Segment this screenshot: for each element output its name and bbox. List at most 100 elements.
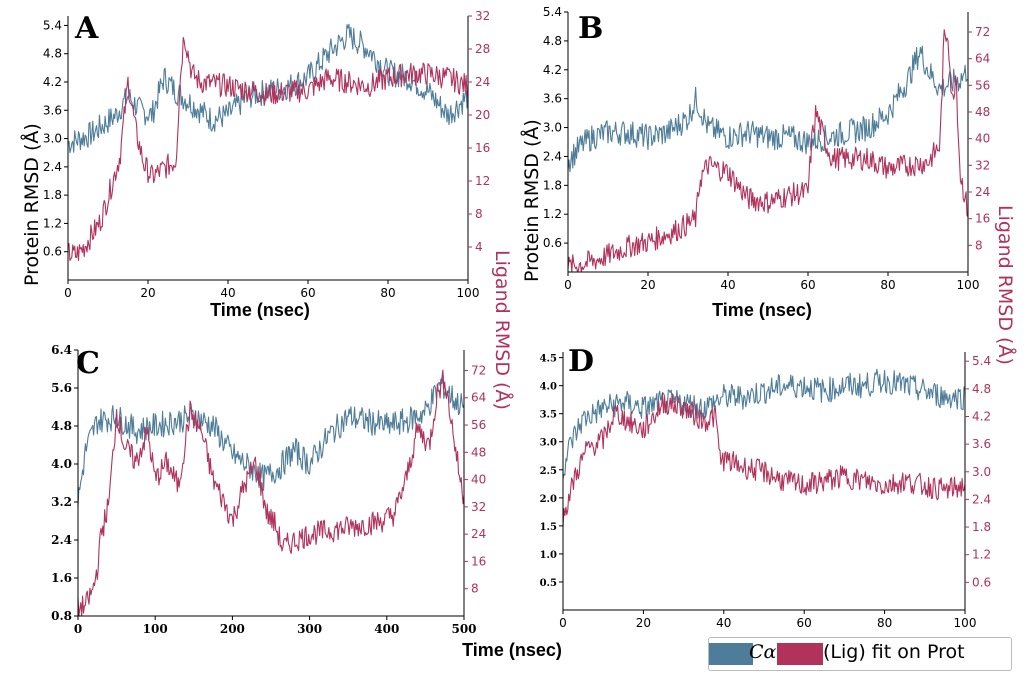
panel-c-y-right-tick-label: 72 [471, 363, 486, 377]
panel-a-y-left-tick-label: 0.6 [43, 245, 62, 259]
panel-d-y-left-tick-label: 3.5 [540, 410, 557, 421]
panel-d: D 0 20 40 60 80 100 0.5 1.0 1.5 2.0 2.5 3.0 3.5 4.0 4.… [540, 344, 992, 630]
panel-c-y-left-tick-label: 4.0 [51, 457, 72, 471]
panel-c-x-tick-label: 0 [74, 622, 82, 636]
panel-b: B 0 20 40 60 80 100 0.6 1.2 1.8 2.4 3.0 3.6 4.2 4.8 5.… [543, 5, 990, 292]
panel-c-y-left-tick-label: 0.8 [51, 609, 72, 623]
panel-a-y-right-tick-label: 24 [475, 75, 490, 89]
panel-b-x-tick-label: 0 [564, 278, 572, 292]
panel-d-x-tick-label: 0 [559, 616, 567, 630]
panel-a-y-left-tick-label: 2.4 [43, 160, 62, 174]
panel-a-y-right-tick-label: 8 [475, 207, 483, 221]
ligand-rmsd-title-middle: Ligand RMSD (Å) [491, 250, 514, 410]
panel-d-y-right-tick-label: 1.2 [972, 548, 991, 562]
panel-a-x-tick-label: 60 [300, 286, 315, 300]
panel-b-y-left-tick-label: 4.2 [543, 63, 562, 77]
panel-b-y-left-tick-label: 1.2 [543, 207, 562, 221]
panel-c: C 0 100 200 300 400 500 0.8 1.6 2.4 3.2 4.0 4.8 5.6 6… [51, 343, 486, 636]
panel-a-x-tick-label: 20 [140, 286, 155, 300]
panel-c-y-right-tick-label: 32 [471, 500, 486, 514]
panel-a-y-right-tick-label: 12 [475, 174, 490, 188]
panel-d-y-right-tick-label: 4.8 [972, 382, 991, 396]
panel-a-x-tick-label: 80 [380, 286, 395, 300]
panel-a-y-left-tick-label: 1.2 [43, 216, 62, 230]
panel-a-y-right-tick-label: 28 [475, 42, 490, 56]
panel-c-y-right-tick-label: 24 [471, 527, 486, 541]
panel-b-y-left-tick-label: 2.4 [543, 149, 562, 163]
panel-a-y-left-tick-label: 3.0 [43, 132, 62, 146]
panel-b-y-right-tick-label: 32 [975, 158, 990, 172]
panel-b-y-left-tick-label: 4.8 [543, 34, 562, 48]
panel-c-xlabel: Time (nsec) [462, 640, 562, 660]
panel-d-x-tick-label: 100 [954, 616, 977, 630]
panel-a-ligand-rmsd-line [67, 36, 469, 262]
panel-d-y-right-tick-label: 4.2 [972, 410, 991, 424]
panel-a-y-right-tick-label: 20 [475, 108, 490, 122]
panel-a-y-left-tick-label: 4.8 [43, 47, 62, 61]
panel-a-x-tick-label: 100 [457, 286, 480, 300]
panel-c-y-left-tick-label: 2.4 [51, 533, 72, 547]
legend-label-protein: Cα [749, 641, 777, 663]
panel-d-y-right-tick-label: 2.4 [972, 492, 991, 506]
panel-c-y-left-tick-label: 3.2 [51, 495, 72, 509]
panel-b-x-tick-label: 80 [880, 278, 895, 292]
panel-b-y-left-tick-label: 3.6 [543, 92, 562, 106]
panel-c-y-left-tick-label: 5.6 [51, 381, 72, 395]
panel-b-ligand-rmsd-line [567, 29, 969, 273]
panel-d-x-tick-label: 60 [797, 616, 812, 630]
legend: Cα (Lig) fit on Prot [708, 637, 1012, 671]
panel-b-protein-rmsd-line [567, 45, 969, 173]
panel-c-y-left-tick-label: 1.6 [51, 571, 72, 585]
panel-b-y-right-tick-label: 8 [975, 238, 983, 252]
panel-a-letter: A [74, 11, 99, 46]
panel-c-x-tick-label: 500 [451, 622, 476, 636]
panel-c-x-tick-label: 200 [220, 622, 245, 636]
panel-b-x-tick-label: 100 [957, 278, 980, 292]
panel-d-ligand-rmsd-line [562, 393, 966, 527]
panel-b-x-tick-label: 20 [640, 278, 655, 292]
panel-a-x-tick-label: 40 [220, 286, 235, 300]
panel-c-y-right-tick-label: 64 [471, 391, 486, 405]
panel-a-y-right-tick-label: 16 [475, 141, 490, 155]
panel-d-x-tick-label: 20 [636, 616, 651, 630]
ligand-rmsd-title-right: Ligand RMSD (Å) [994, 205, 1017, 365]
panel-b-y-right-tick-label: 24 [975, 185, 990, 199]
panel-c-x-tick-label: 300 [297, 622, 322, 636]
panel-c-letter: C [76, 346, 100, 381]
panel-b-y-left-tick-label: 5.4 [543, 5, 562, 19]
panel-d-y-right-tick-label: 0.6 [972, 575, 991, 589]
panel-c-x-tick-label: 100 [143, 622, 168, 636]
panel-c-y-left-tick-label: 6.4 [51, 343, 72, 357]
panel-c-y-right-tick-label: 40 [471, 473, 486, 487]
panel-b-y-right-tick-label: 64 [975, 52, 990, 66]
panel-d-y-left-tick-label: 1.5 [540, 522, 557, 533]
panel-a-xlabel: Time (nsec) [210, 300, 310, 320]
panel-d-y-left-tick-label: 1.0 [540, 550, 557, 561]
panel-d-y-left-tick-label: 4.0 [540, 382, 557, 393]
panel-d-y-left-tick-label: 2.5 [540, 466, 557, 477]
panel-c-y-left-tick-label: 4.8 [51, 419, 72, 433]
panel-c-y-right-tick-label: 56 [471, 418, 486, 432]
panel-a-x-tick-label: 0 [64, 286, 72, 300]
panel-b-y-left-tick-label: 1.8 [543, 178, 562, 192]
panel-a-y-left-tick-label: 3.6 [43, 103, 62, 117]
panel-d-y-right-tick-label: 1.8 [972, 520, 991, 534]
protein-rmsd-title-left: Protein RMSD (Å) [20, 123, 43, 286]
panel-d-x-tick-label: 80 [877, 616, 892, 630]
panel-a-y-left-tick-label: 1.8 [43, 188, 62, 202]
panel-d-y-left-tick-label: 0.5 [540, 578, 557, 589]
panel-b-xlabel: Time (nsec) [712, 300, 812, 320]
panel-b-y-right-tick-label: 72 [975, 25, 990, 39]
panel-b-letter: B [578, 11, 603, 46]
panel-b-x-tick-label: 60 [800, 278, 815, 292]
panel-d-letter: D [568, 344, 594, 379]
panel-c-y-right-tick-label: 8 [471, 582, 479, 596]
panel-c-y-right-tick-label: 16 [471, 554, 486, 568]
panel-b-y-left-tick-label: 0.6 [543, 236, 562, 250]
panel-d-y-left-tick-label: 2.0 [540, 494, 557, 505]
panel-b-y-right-tick-label: 56 [975, 78, 990, 92]
panel-d-y-right-tick-label: 3.0 [972, 465, 991, 479]
panel-d-y-right-tick-label: 5.4 [972, 354, 991, 368]
panel-c-y-right-tick-label: 48 [471, 445, 486, 459]
